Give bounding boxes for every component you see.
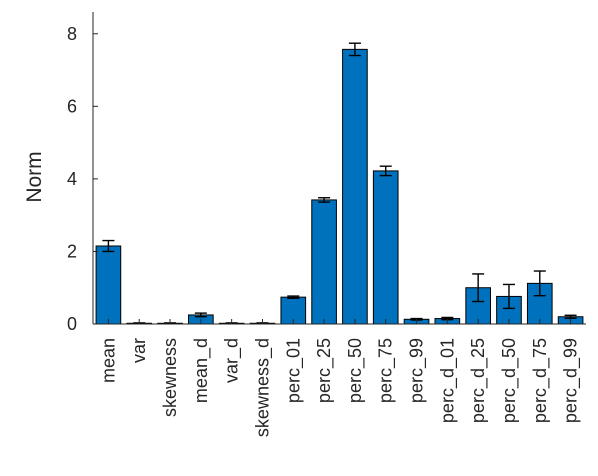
x-tick-label-skewness_d: skewness_d xyxy=(252,338,273,437)
x-tick-label-perc_25: perc_25 xyxy=(314,338,335,403)
x-tick-label-perc_d_99: perc_d_99 xyxy=(561,338,582,423)
bar-perc_75 xyxy=(372,170,399,325)
y-tick-label-4: 4 xyxy=(67,169,77,189)
y-tick-label-2: 2 xyxy=(67,241,77,261)
x-tick-label-mean: mean xyxy=(98,338,118,383)
y-tick-label-6: 6 xyxy=(67,96,77,116)
x-tick-label-mean_d: mean_d xyxy=(191,338,212,403)
x-tick-label-perc_d_50: perc_d_50 xyxy=(499,338,520,423)
x-tick-label-perc_d_25: perc_d_25 xyxy=(468,338,489,423)
x-tick-label-perc_75: perc_75 xyxy=(376,338,397,403)
x-tick-label-perc_d_75: perc_d_75 xyxy=(530,338,551,423)
x-tick-label-var_d: var_d xyxy=(222,338,243,383)
x-tick-label-perc_01: perc_01 xyxy=(283,338,304,403)
y-axis-label: Norm xyxy=(23,151,46,202)
x-tick-label-skewness: skewness xyxy=(160,338,180,417)
bar-mean xyxy=(95,245,122,325)
bar-perc_50 xyxy=(342,48,368,325)
x-tick-label-perc_d_01: perc_d_01 xyxy=(437,338,458,423)
x-tick-label-perc_50: perc_50 xyxy=(345,338,366,403)
y-tick-label-8: 8 xyxy=(67,24,77,44)
bar-perc_25 xyxy=(311,199,337,325)
y-tick-label-0: 0 xyxy=(67,314,77,334)
x-tick-label-var: var xyxy=(129,338,149,363)
x-tick-label-perc_99: perc_99 xyxy=(407,338,428,403)
